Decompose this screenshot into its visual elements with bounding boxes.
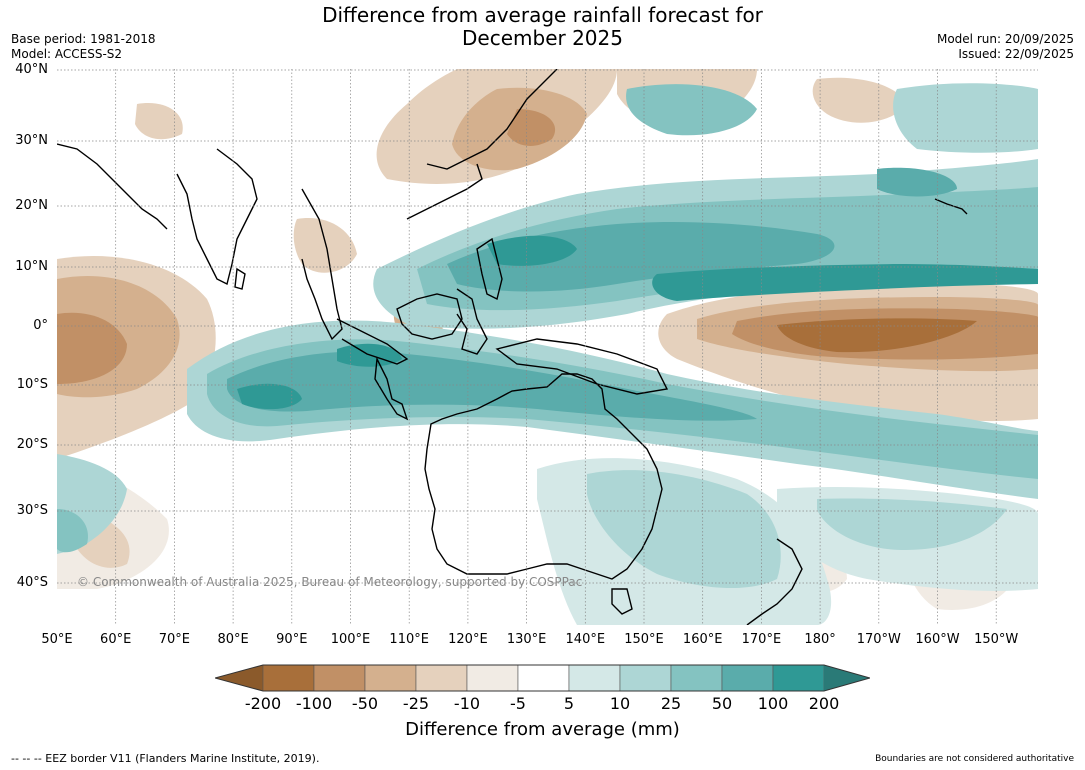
lat-label: 10°S (16, 377, 48, 392)
colorbar-tick-label: -10 (453, 694, 481, 713)
model-run: Model run: 20/09/2025 (936, 32, 1074, 46)
lat-label: 40°N (15, 62, 48, 77)
lon-label: 110°E (389, 632, 429, 647)
base-period: Base period: 1981-2018 (11, 32, 156, 46)
map-title: Difference from average rainfall forecas… (0, 4, 1085, 50)
colorbar-tick-label: 100 (757, 694, 789, 713)
lon-label: 150°E (624, 632, 664, 647)
colorbar-tick-label: -50 (351, 694, 379, 713)
lon-label: 160°E (682, 632, 723, 647)
graticule (57, 69, 1038, 625)
colorbar-tick-label: 200 (808, 694, 840, 713)
lat-label: 30°N (15, 133, 48, 148)
lat-label: 20°S (16, 437, 48, 452)
colorbar-tick-label: 50 (711, 694, 733, 713)
colorbar-swatch (466, 664, 519, 692)
lat-label: 10°N (15, 259, 48, 274)
lon-label: 80°E (217, 632, 249, 647)
copyright-text: © Commonwealth of Australia 2025, Bureau… (77, 575, 582, 589)
lon-label: 100°E (330, 632, 371, 647)
colorbar-swatch (619, 664, 672, 692)
colorbar-tick-label: -5 (510, 694, 526, 713)
issued-date: Issued: 22/09/2025 (958, 47, 1074, 61)
lon-label: 140°E (565, 632, 606, 647)
meta-left: Base period: 1981-2018 Model: ACCESS-S2 (11, 32, 156, 62)
colorbar-tick-label: 25 (660, 694, 682, 713)
colorbar-swatch (364, 664, 417, 692)
rainfall-map: © Commonwealth of Australia 2025, Bureau… (57, 69, 1038, 625)
colorbar-tick-label: 10 (609, 694, 631, 713)
lon-label: 170°E (741, 632, 782, 647)
lat-label: 40°S (16, 575, 48, 590)
coastlines (57, 69, 968, 625)
colorbar-tick-label: 5 (563, 694, 575, 713)
colorbar-swatch (313, 664, 366, 692)
eez-note: -- -- -- EEZ border V11 (Flanders Marine… (11, 752, 320, 765)
lon-label: 150°W (974, 632, 1019, 647)
colorbar-swatch (415, 664, 468, 692)
lon-label: 170°W (856, 632, 901, 647)
lon-label: 70°E (158, 632, 191, 647)
title-line-2: December 2025 (462, 26, 623, 50)
lon-label: 120°E (448, 632, 488, 647)
lon-label: 180° (804, 632, 836, 647)
lat-label: 0° (33, 318, 48, 333)
lon-label: 50°E (41, 632, 73, 647)
colorbar-swatch (772, 664, 825, 692)
colorbar-outline (215, 664, 870, 692)
lon-label: 130°E (506, 632, 547, 647)
colorbar-swatch (517, 664, 570, 692)
colorbar-swatch (568, 664, 621, 692)
lon-label: 160°W (915, 632, 960, 647)
colorbar-title: Difference from average (mm) (405, 719, 680, 740)
boundaries-note: Boundaries are not considered authoritat… (875, 754, 1074, 764)
model-name: Model: ACCESS-S2 (11, 47, 123, 61)
colorbar-swatch (721, 664, 774, 692)
colorbar-tick-label: -25 (402, 694, 430, 713)
lat-label: 30°S (16, 503, 48, 518)
wet-anomaly-regions (57, 83, 1038, 625)
lon-label: 90°E (276, 632, 308, 647)
colorbar (215, 664, 870, 692)
colorbar-swatch (262, 664, 315, 692)
lon-label: 60°E (100, 632, 132, 647)
title-line-1: Difference from average rainfall forecas… (322, 3, 763, 27)
lat-label: 20°N (15, 198, 48, 213)
colorbar-tick-label: -100 (295, 694, 333, 713)
meta-right: Model run: 20/09/2025 Issued: 22/09/2025 (937, 32, 1074, 62)
colorbar-swatch (670, 664, 723, 692)
colorbar-arrow-high (824, 665, 870, 691)
colorbar-tick-label: -200 (244, 694, 282, 713)
colorbar-arrow-low (215, 665, 263, 691)
